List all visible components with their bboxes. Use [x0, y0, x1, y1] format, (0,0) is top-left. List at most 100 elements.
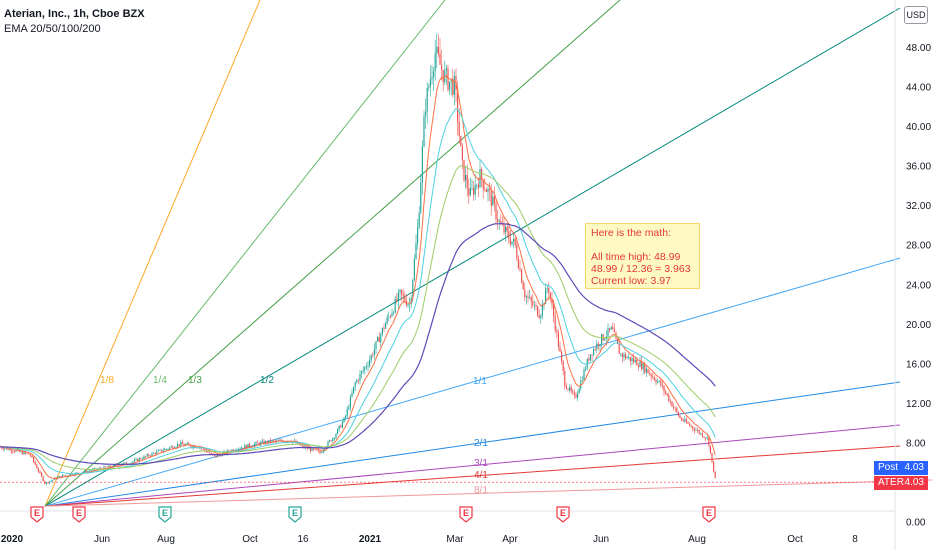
earnings-marker[interactable]: E [702, 506, 716, 523]
candle-body [353, 386, 355, 393]
candle-body [191, 446, 193, 448]
candle-body [706, 437, 708, 439]
candle-body [404, 295, 406, 302]
earnings-marker[interactable]: E [459, 506, 473, 523]
candle-body [245, 445, 247, 448]
candle-body [514, 238, 516, 245]
candle-body [538, 315, 540, 319]
candle-body [39, 471, 41, 473]
candle-body [613, 329, 615, 333]
candle-body [65, 475, 67, 477]
candle-body [594, 348, 596, 350]
marker-shape [158, 506, 172, 523]
x-tick-label: 8 [852, 534, 858, 545]
note-line: Current low: 3.97 [591, 275, 671, 287]
candle-body [548, 287, 550, 293]
candle-body [426, 87, 428, 112]
candle-body [364, 366, 366, 371]
candle-body [684, 419, 686, 422]
candle-body [93, 468, 95, 470]
y-tick-label: 16.00 [906, 359, 931, 370]
candle-body [668, 395, 670, 401]
x-tick-label: Aug [157, 534, 175, 545]
candle-body [372, 355, 374, 356]
candle-body [519, 268, 521, 270]
ema-line-ema20 [0, 74, 716, 479]
earnings-marker[interactable]: E [158, 506, 172, 523]
x-tick-label: 16 [297, 534, 309, 545]
indicator-legend[interactable]: EMA 20/50/100/200 [4, 23, 101, 35]
earnings-marker[interactable]: E [30, 506, 44, 523]
candle-body [655, 380, 657, 383]
candle-body [663, 385, 665, 392]
note-line: 48.99 / 12.36 = 3.963 [591, 263, 691, 275]
gann-line [44, 479, 932, 507]
candle-body [108, 465, 110, 468]
math-note[interactable]: Here is the math: All time high: 48.99 4… [585, 223, 700, 289]
x-tick-label: Aug [688, 534, 706, 545]
candle-body [285, 441, 287, 443]
candle-body [61, 475, 63, 478]
earnings-marker[interactable]: E [556, 506, 570, 523]
candle-body [47, 482, 49, 484]
candle-body [681, 418, 683, 421]
candle-body [639, 361, 641, 367]
candle-body [450, 79, 452, 82]
candle-body [468, 187, 470, 196]
candle-body [338, 425, 340, 429]
candle-body [541, 303, 543, 316]
candle-body [413, 259, 415, 280]
candle-body [665, 391, 667, 394]
candle-body [354, 382, 356, 387]
candle-body [29, 454, 31, 456]
candle-body [666, 393, 668, 396]
candle-body [271, 440, 273, 443]
currency-button[interactable]: USD [904, 6, 928, 24]
candle-body [585, 368, 587, 370]
candle-body [709, 445, 711, 453]
candle-body [693, 428, 695, 431]
candle-body [631, 358, 633, 362]
candle-body [657, 381, 659, 383]
candle-body [618, 344, 620, 354]
candle-body [679, 415, 681, 419]
candle-body [493, 196, 495, 204]
ema-line-ema200 [0, 223, 716, 465]
candle-body [546, 287, 548, 289]
candle-body [439, 53, 441, 65]
candle-body [463, 159, 465, 181]
candle-body [20, 451, 22, 453]
candle-body [452, 79, 454, 95]
candle-body [132, 461, 134, 463]
candle-body [393, 312, 395, 314]
candle-body [698, 430, 700, 434]
candle-body [351, 392, 353, 397]
candle-body [25, 451, 27, 454]
candle-body [327, 441, 329, 447]
candle-body [220, 455, 222, 457]
candle-body [172, 446, 174, 449]
candle-body [469, 188, 471, 196]
candle-body [321, 452, 323, 453]
last-price-tag: ATER 4.03 [874, 476, 928, 490]
candle-body [429, 79, 431, 88]
candle-body [63, 475, 65, 476]
candle-body [645, 368, 647, 373]
candle-body [535, 304, 537, 307]
candle-body [151, 453, 153, 456]
symbol-title[interactable]: Aterian, Inc., 1h, Cboe BZX [4, 8, 145, 20]
candle-body [458, 121, 460, 136]
candle-body [53, 478, 55, 480]
candle-body [109, 465, 111, 467]
candle-body [489, 188, 491, 190]
earnings-marker[interactable]: E [288, 506, 302, 523]
earnings-marker[interactable]: E [72, 506, 86, 523]
note-line: All time high: 48.99 [591, 251, 681, 263]
candle-body [44, 481, 46, 484]
candle-body [279, 439, 281, 441]
candle-body [591, 354, 593, 356]
candle-body [365, 366, 367, 368]
candle-body [71, 474, 73, 476]
